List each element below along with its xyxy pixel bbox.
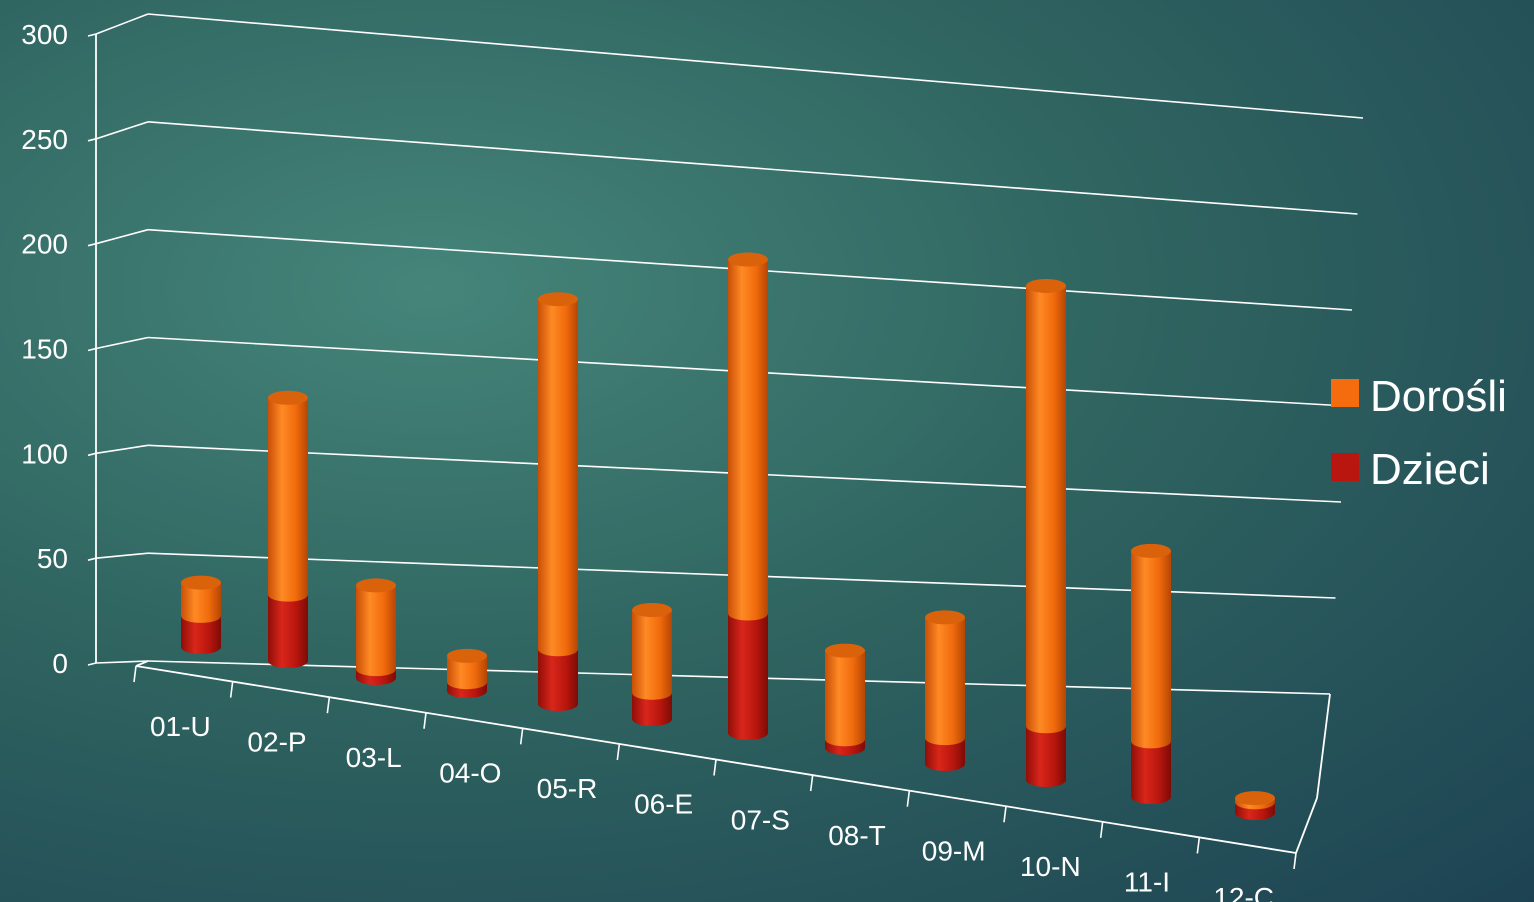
x-tick-mark-1 xyxy=(231,682,233,698)
gridline-wall-0 xyxy=(96,661,148,663)
bars xyxy=(181,253,1275,820)
bar-body xyxy=(1026,286,1066,733)
bar-dorośli-6 xyxy=(728,260,768,621)
gridline-wall-1 xyxy=(96,553,148,558)
bar-body xyxy=(925,617,965,745)
bar-cap-5 xyxy=(632,603,672,617)
legend-swatch-dorosli xyxy=(1331,379,1359,407)
y-tick-label-1: 50 xyxy=(37,543,68,574)
bar-cap-10 xyxy=(1131,544,1171,558)
x-tick-label-6: 07-S xyxy=(731,804,790,835)
gridline-wall-3 xyxy=(96,338,148,349)
y-tick-mark-1 xyxy=(88,558,96,560)
bar-dzieci-1 xyxy=(268,595,308,668)
legend: Dorośli Dzieci xyxy=(1331,372,1507,494)
y-tick-mark-5 xyxy=(88,139,96,141)
bar-dzieci-9 xyxy=(1026,726,1066,787)
x-tick-label-5: 06-E xyxy=(634,789,693,820)
bar-body xyxy=(1131,551,1171,748)
x-tick-label-4: 05-R xyxy=(537,773,598,804)
bar-cap-11 xyxy=(1235,791,1275,805)
bar-body xyxy=(728,614,768,740)
bar-dorośli-1 xyxy=(268,398,308,602)
bar-body xyxy=(1131,741,1171,804)
x-tick-label-10: 11-I xyxy=(1124,867,1170,898)
bar-cap-2 xyxy=(356,578,396,592)
bar-dorośli-8 xyxy=(925,617,965,745)
y-tick-label-4: 200 xyxy=(21,229,68,260)
x-tick-mark-10 xyxy=(1101,822,1103,838)
y-tick-mark-6 xyxy=(88,34,96,36)
bar-body xyxy=(538,299,578,656)
x-tick-label-7: 08-T xyxy=(828,820,886,851)
gridline-wall-5 xyxy=(96,122,148,139)
bar-dzieci-4 xyxy=(538,649,578,711)
floor-back-right-edge xyxy=(1317,694,1330,798)
bar-cap-9 xyxy=(1026,279,1066,293)
bar-dorośli-2 xyxy=(356,585,396,676)
bar-dorośli-7 xyxy=(825,651,865,747)
x-tick-label-9: 10-N xyxy=(1020,851,1081,882)
y-tick-mark-4 xyxy=(88,244,96,246)
bar-cap-6 xyxy=(728,253,768,267)
axis-labels: 0 50 100 150 200 250 300 01-U 02-P 03-L 04-O 05-R 06… xyxy=(21,19,1274,902)
bar-body xyxy=(632,610,672,700)
x-tick-label-8: 09-M xyxy=(922,835,986,866)
bar-body xyxy=(728,260,768,621)
bar-cap-8 xyxy=(925,610,965,624)
bar-body xyxy=(268,595,308,668)
bar-cap-1 xyxy=(268,391,308,405)
bar-body xyxy=(825,651,865,747)
y-tick-mark-0 xyxy=(88,663,96,665)
bar-dorośli-5 xyxy=(632,610,672,700)
gridline-wall-4 xyxy=(96,230,148,244)
x-tick-mark-7 xyxy=(811,775,813,791)
bar-body xyxy=(1026,726,1066,787)
bar-dzieci-6 xyxy=(728,614,768,740)
y-tick-label-5: 250 xyxy=(21,124,68,155)
y-tick-mark-3 xyxy=(88,349,96,351)
y-tick-label-3: 150 xyxy=(21,334,68,365)
x-tick-label-3: 04-O xyxy=(439,758,501,789)
x-tick-mark-9 xyxy=(1004,806,1006,822)
y-tick-label-6: 300 xyxy=(21,19,68,50)
x-tick-mark-0 xyxy=(134,666,136,682)
gridline-wall-6 xyxy=(96,14,148,34)
x-tick-label-0: 01-U xyxy=(150,711,211,742)
x-tick-mark-6 xyxy=(714,760,716,776)
x-tick-mark-12 xyxy=(1294,853,1296,869)
x-tick-mark-2 xyxy=(327,697,329,713)
x-tick-mark-11 xyxy=(1197,837,1199,853)
x-tick-mark-5 xyxy=(617,744,619,760)
y-tick-label-2: 100 xyxy=(21,438,68,469)
bar-cap-4 xyxy=(538,292,578,306)
gridline-5 xyxy=(148,122,1358,214)
x-tick-label-2: 03-L xyxy=(346,742,402,773)
legend-label-dorosli: Dorośli xyxy=(1370,372,1507,421)
bar-body xyxy=(268,398,308,602)
x-tick-mark-3 xyxy=(424,713,426,729)
gridline-6 xyxy=(148,14,1363,118)
x-tick-mark-8 xyxy=(907,791,909,807)
floor-right-edge xyxy=(1296,798,1317,853)
bar-dorośli-4 xyxy=(538,299,578,656)
y-tick-mark-2 xyxy=(88,453,96,455)
gridline-wall-2 xyxy=(96,445,148,453)
bar-dzieci-10 xyxy=(1131,741,1171,804)
x-tick-label-1: 02-P xyxy=(247,726,306,757)
x-tick-mark-4 xyxy=(521,728,523,744)
bar-body xyxy=(356,585,396,676)
legend-swatch-dzieci xyxy=(1331,453,1359,481)
legend-label-dzieci: Dzieci xyxy=(1370,445,1490,494)
y-tick-label-0: 0 xyxy=(52,648,68,679)
bar-cap-0 xyxy=(181,576,221,590)
x-tick-label-11: 12-C xyxy=(1213,882,1274,902)
bar-dorośli-10 xyxy=(1131,551,1171,748)
bar-body xyxy=(538,649,578,711)
bar-dorośli-9 xyxy=(1026,286,1066,733)
bar-cap-3 xyxy=(447,649,487,663)
bar-cap-7 xyxy=(825,644,865,658)
